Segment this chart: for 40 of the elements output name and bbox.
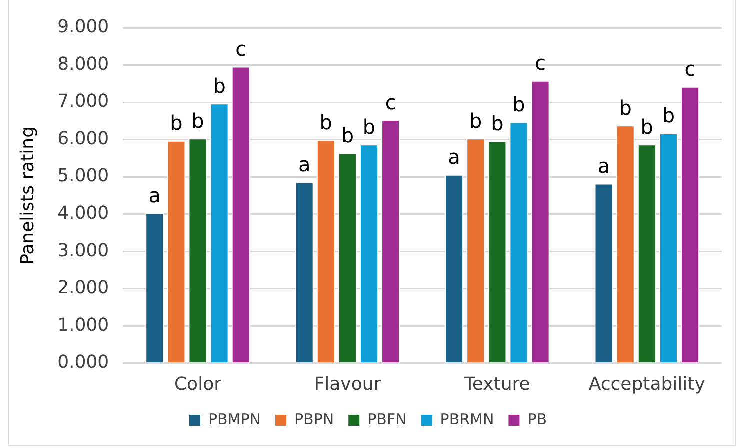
data-label: a xyxy=(598,154,610,178)
data-label: b xyxy=(341,123,354,148)
data-label: b xyxy=(491,111,504,136)
data-label: b xyxy=(470,108,482,133)
x-tick-label: Acceptability xyxy=(588,374,706,395)
data-label: a xyxy=(148,183,162,208)
y-tick-label: 4.000 xyxy=(58,203,110,224)
data-label: b xyxy=(213,74,226,98)
data-label: b xyxy=(619,96,632,120)
legend-label: PBMPN xyxy=(208,410,262,428)
x-tick-label: Flavour xyxy=(314,374,382,395)
data-label: b xyxy=(170,111,183,136)
data-label: b xyxy=(512,92,526,116)
y-tick-label: 3.000 xyxy=(58,240,110,262)
y-tick-label: 0.000 xyxy=(58,352,110,374)
data-label: b xyxy=(362,114,376,139)
y-tick-label: 2.000 xyxy=(58,278,110,299)
x-tick-label: Texture xyxy=(463,374,530,395)
data-label: b xyxy=(192,108,204,133)
data-label: c xyxy=(236,36,247,61)
data-label: b xyxy=(662,104,676,128)
y-tick-label: 5.000 xyxy=(58,166,110,187)
data-label: c xyxy=(535,51,546,76)
x-tick-label: Color xyxy=(174,374,222,395)
legend-label: PB xyxy=(528,410,548,428)
data-label: c xyxy=(684,57,696,82)
y-tick-label: 7.000 xyxy=(58,91,110,112)
y-tick-label: 9.000 xyxy=(58,16,110,38)
data-label: c xyxy=(385,90,396,114)
y-axis-title: Panelists rating xyxy=(17,126,38,265)
data-label: b xyxy=(320,110,332,134)
data-label: a xyxy=(448,145,460,170)
legend-label: PBRMN xyxy=(440,410,494,428)
y-tick-label: 8.000 xyxy=(58,54,110,75)
y-tick-label: 1.000 xyxy=(58,314,110,336)
y-tick-label: 6.000 xyxy=(58,128,110,150)
data-label: b xyxy=(640,114,654,139)
legend-label: PBFN xyxy=(368,410,407,428)
data-label: a xyxy=(298,152,311,176)
legend-label: PBPN xyxy=(294,410,334,428)
